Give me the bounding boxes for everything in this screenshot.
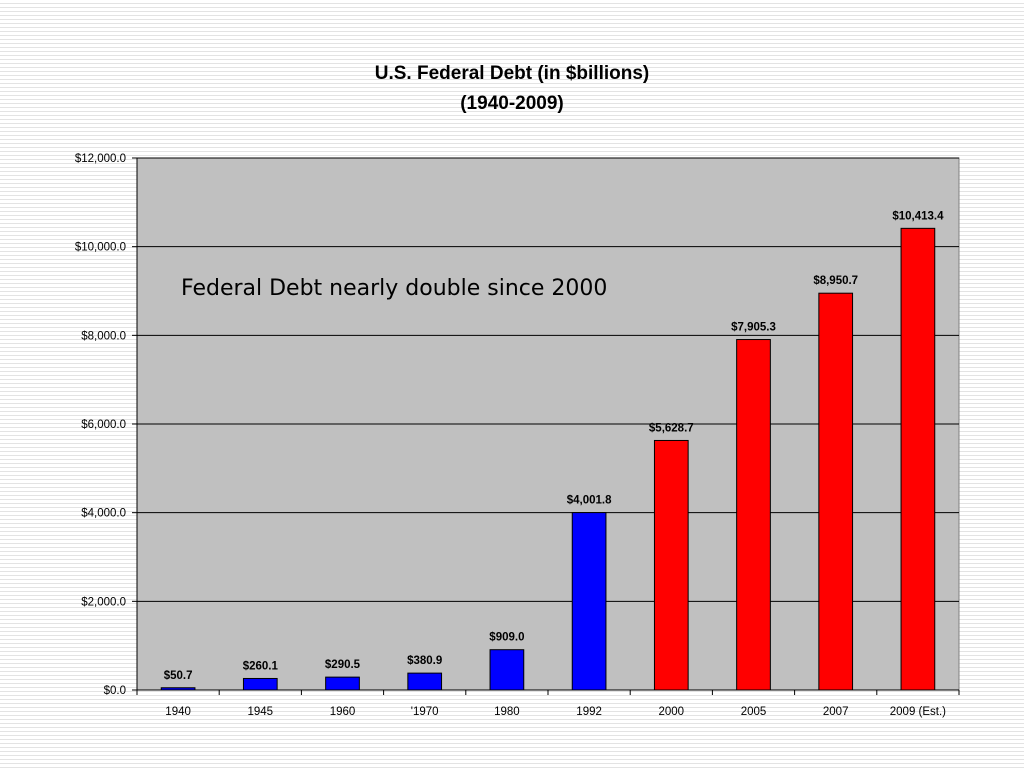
x-tick-label: 1945: [248, 706, 274, 718]
y-tick-label: $6,000.0: [81, 419, 126, 431]
bar-value-label: $5,628.7: [649, 422, 694, 434]
bar: [489, 649, 525, 691]
bar-value-label: $909.0: [489, 632, 524, 644]
x-tick-label: 2000: [659, 706, 685, 718]
value-labels: $50.7 $260.1 $290.5 $380.9 $909.0 $4,001.8 $5,…: [164, 210, 944, 681]
x-tick-label: 1980: [494, 706, 520, 718]
bar: [736, 339, 771, 691]
y-tick-label: $4,000.0: [81, 508, 126, 520]
bar: [900, 227, 936, 691]
x-tick-label: 1992: [576, 706, 602, 718]
x-tick-label: 1960: [330, 706, 356, 718]
x-tick-label: 2007: [823, 706, 849, 718]
bar: [407, 672, 443, 691]
x-tick-label: '1970: [411, 706, 439, 718]
bar-value-label: $50.7: [164, 670, 193, 682]
bars: [160, 227, 936, 691]
y-tick-label: $0.0: [104, 685, 126, 697]
bar-value-label: $290.5: [325, 659, 361, 671]
y-tick-label: $10,000.0: [75, 242, 126, 254]
bar-value-label: $8,950.7: [813, 275, 858, 287]
bar-value-label: $10,413.4: [892, 210, 944, 222]
bar-value-label: $4,001.8: [567, 495, 612, 507]
y-axis: $0.0 $2,000.0 $4,000.0 $6,000.0 $8,000.0 $10,…: [75, 153, 138, 697]
y-tick-label: $12,000.0: [75, 153, 126, 165]
bar: [325, 676, 360, 691]
chart-annotation: Federal Debt nearly double since 2000: [181, 276, 607, 301]
x-tick-label: 1940: [165, 706, 191, 718]
bar-value-label: $380.9: [407, 655, 442, 667]
y-tick-label: $2,000.0: [81, 596, 126, 608]
x-tick-label: 2005: [741, 706, 767, 718]
bar-value-label: $260.1: [243, 660, 279, 672]
bar: [571, 512, 607, 691]
chart-subtitle: (1940-2009): [460, 93, 564, 114]
x-tick-label: 2009 (Est.): [890, 706, 946, 718]
bar: [818, 292, 854, 691]
bar: [653, 439, 689, 691]
bar: [242, 677, 278, 691]
chart-title: U.S. Federal Debt (in $billions): [375, 63, 649, 84]
bar: [160, 687, 196, 691]
bar-value-label: $7,905.3: [731, 322, 776, 334]
y-tick-label: $8,000.0: [81, 330, 126, 342]
x-axis: 1940 1945 1960 '1970 1980 1992 2000 2005 2007 200…: [136, 689, 960, 718]
